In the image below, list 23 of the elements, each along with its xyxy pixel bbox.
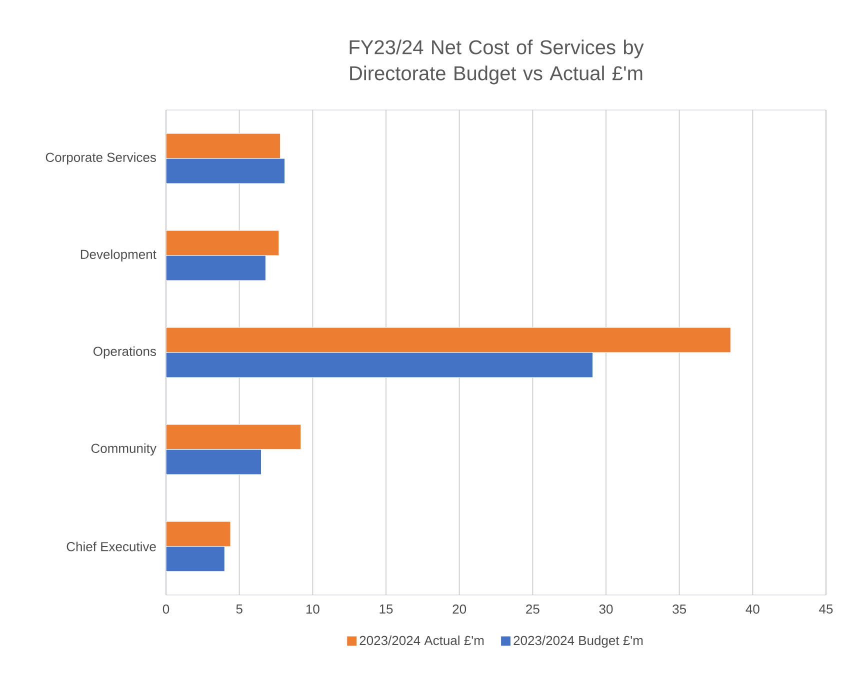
bar <box>166 230 280 256</box>
y-tick-label: Development <box>80 249 156 262</box>
y-tick-label: Operations <box>93 346 156 359</box>
x-tick-label: 35 <box>672 604 686 614</box>
x-tick-label: 25 <box>526 604 540 614</box>
x-tick-label: 10 <box>306 604 320 614</box>
legend-label: 2023/2024 Budget £'m <box>514 636 643 648</box>
y-tick-label: Community <box>91 443 156 456</box>
x-tick-label: 30 <box>599 604 613 614</box>
x-tick-label: 15 <box>380 604 393 614</box>
bar <box>166 327 731 353</box>
y-tick-label: Corporate Services <box>46 152 156 165</box>
x-tick-label: 20 <box>452 604 466 614</box>
bar <box>166 521 231 547</box>
bar <box>166 424 302 450</box>
x-tick-label: 45 <box>819 604 833 614</box>
y-tick-label: Chief Executive <box>66 542 156 552</box>
bar <box>166 133 281 159</box>
legend-label: 2023/2024 Actual £'m <box>360 636 484 646</box>
chart-title: FY23/24 Net Cost of Services by Directorate Budget vs Actual £'m <box>350 40 644 84</box>
x-tick-label: 40 <box>746 604 760 614</box>
x-tick-label: 5 <box>236 604 242 614</box>
x-tick-label: 0 <box>162 604 170 614</box>
